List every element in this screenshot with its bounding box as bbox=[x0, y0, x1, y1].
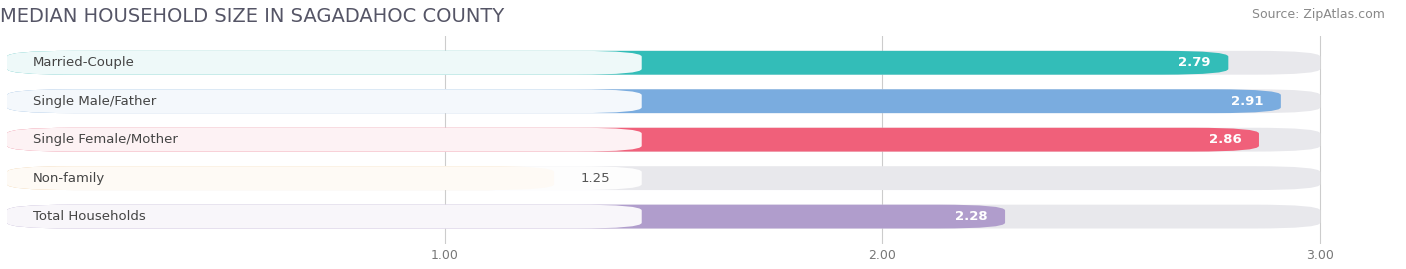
Text: 2.91: 2.91 bbox=[1230, 95, 1264, 108]
Text: 2.86: 2.86 bbox=[1209, 133, 1241, 146]
Text: 2.79: 2.79 bbox=[1178, 56, 1211, 69]
FancyBboxPatch shape bbox=[7, 205, 1320, 228]
Text: 1.25: 1.25 bbox=[581, 172, 610, 185]
FancyBboxPatch shape bbox=[7, 51, 1320, 75]
Text: Married-Couple: Married-Couple bbox=[34, 56, 135, 69]
FancyBboxPatch shape bbox=[7, 205, 1005, 228]
FancyBboxPatch shape bbox=[7, 89, 1281, 113]
Text: MEDIAN HOUSEHOLD SIZE IN SAGADAHOC COUNTY: MEDIAN HOUSEHOLD SIZE IN SAGADAHOC COUNT… bbox=[0, 7, 505, 26]
FancyBboxPatch shape bbox=[7, 51, 641, 75]
FancyBboxPatch shape bbox=[7, 128, 1258, 152]
FancyBboxPatch shape bbox=[7, 128, 1320, 152]
Text: Single Female/Mother: Single Female/Mother bbox=[34, 133, 179, 146]
Text: Source: ZipAtlas.com: Source: ZipAtlas.com bbox=[1251, 8, 1385, 21]
FancyBboxPatch shape bbox=[7, 89, 1320, 113]
Text: 2.28: 2.28 bbox=[955, 210, 987, 223]
FancyBboxPatch shape bbox=[7, 128, 641, 152]
Text: Non-family: Non-family bbox=[34, 172, 105, 185]
FancyBboxPatch shape bbox=[7, 205, 641, 228]
FancyBboxPatch shape bbox=[7, 89, 641, 113]
FancyBboxPatch shape bbox=[7, 166, 1320, 190]
FancyBboxPatch shape bbox=[7, 166, 641, 190]
FancyBboxPatch shape bbox=[7, 51, 1229, 75]
Text: Total Households: Total Households bbox=[34, 210, 146, 223]
FancyBboxPatch shape bbox=[7, 166, 554, 190]
Text: Single Male/Father: Single Male/Father bbox=[34, 95, 156, 108]
